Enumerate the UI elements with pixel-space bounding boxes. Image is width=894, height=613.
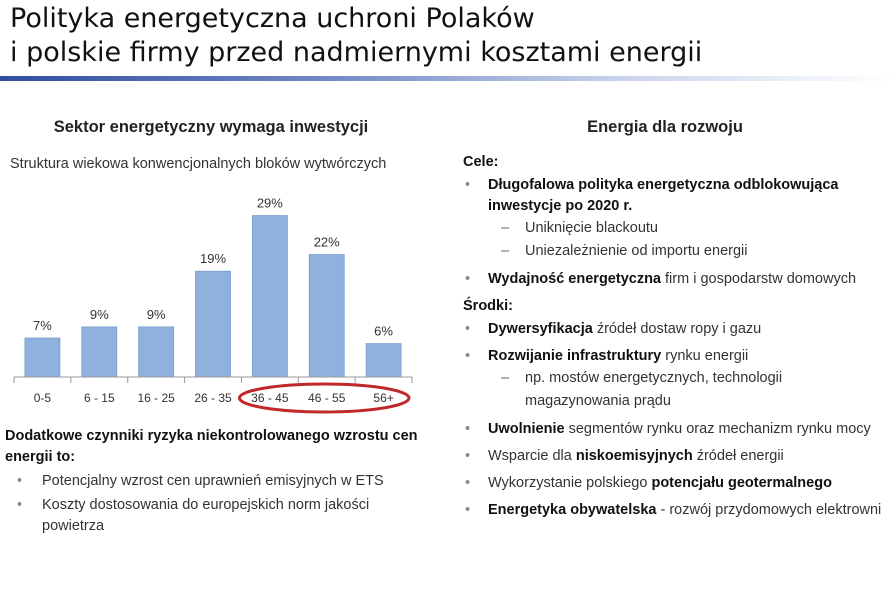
means-low-emission-pre: Wsparcie dla	[488, 448, 576, 464]
means-diversification-bold: Dywersyfikacja	[488, 321, 593, 337]
chart-bar-3	[195, 270, 231, 378]
chart-data-label-0: 7%	[33, 318, 52, 333]
chart-data-label-6: 6%	[374, 324, 393, 339]
means-infrastructure-text: rynku energii	[661, 348, 749, 364]
goal-long-term-policy-sublist: Uniknięcie blackoutu Uniezależnienie od …	[488, 217, 888, 263]
chart-tick-label-2: 16 - 25	[137, 391, 175, 405]
means-low-emission-bold: niskoemisyjnych	[575, 448, 693, 464]
chart-bar-5	[308, 254, 345, 378]
chart-bar-1	[81, 326, 118, 378]
chart-caption: Struktura wiekowa konwencjonalnych blokó…	[10, 156, 387, 172]
means-low-emission-text: źródeł energii	[692, 448, 784, 464]
slide-title-line-2: i polskie firmy przed nadmiernymi koszta…	[10, 37, 703, 68]
chart-tick-label-0: 0-5	[34, 391, 52, 405]
chart-data-label-1: 9%	[90, 307, 109, 322]
risk-item-air-quality: Koszty dostosowania do europejskich norm…	[5, 495, 425, 537]
goal-energy-efficiency: Wydajność energetyczna firm i gospodarst…	[463, 269, 888, 290]
chart-tick-label-4: 36 - 45	[251, 391, 289, 405]
chart-bar-4	[251, 215, 288, 378]
goal-long-term-policy-bold: Długofalowa polityka energetyczna odblok…	[488, 177, 839, 214]
chart-tick-label-5: 46 - 55	[308, 391, 346, 405]
means-diversification: Dywersyfikacja źródeł dostaw ropy i gazu	[463, 319, 888, 340]
risk-factors-title: Dodatkowe czynniki ryzyka niekontrolowan…	[5, 428, 418, 465]
age-structure-bar-chart: 7% 0-5 9% 6 - 15 9% 16 - 25 19% 26 - 35 29% 36 - …	[13, 196, 413, 414]
risk-factors-list: Potencjalny wzrost cen uprawnień emisyjn…	[5, 471, 425, 537]
chart-bar-2	[138, 326, 175, 378]
goals-label: Cele:	[463, 154, 499, 170]
means-citizen-energy-text: - rozwój przydomowych elektrowni	[656, 502, 882, 518]
chart-tick-label-3: 26 - 35	[194, 391, 232, 405]
slide-title-line-1: Polityka energetyczna uchroni Polaków	[10, 3, 535, 34]
sub-item-import-independence: Uniezależnienie od importu energii	[488, 240, 888, 263]
means-label: Środki:	[463, 298, 513, 314]
means-infrastructure-bold: Rozwijanie infrastruktury	[488, 348, 662, 364]
means-liberalization-bold: Uwolnienie	[488, 421, 565, 437]
means-geothermal-pre: Wykorzystanie polskiego	[488, 475, 652, 491]
chart-data-label-3: 19%	[200, 251, 226, 266]
sub-item-blackout: Uniknięcie blackoutu	[488, 217, 888, 240]
means-diversification-text: źródeł dostaw ropy i gazu	[592, 321, 762, 337]
means-low-emission: Wsparcie dla niskoemisyjnych źródeł ener…	[463, 446, 888, 467]
right-column: Cele: Długofalowa polityka energetyczna …	[463, 152, 888, 527]
goal-energy-efficiency-text: firm i gospodarstw domowych	[661, 271, 857, 287]
means-liberalization-text: segmentów rynku oraz mechanizm rynku moc…	[564, 421, 871, 437]
chart-data-label-5: 22%	[314, 235, 340, 250]
chart-tick-label-6: 56+	[373, 391, 393, 405]
sub-item-energy-bridges: np. mostów energetycznych, technologii m…	[488, 367, 888, 413]
chart-bar-0	[24, 337, 61, 378]
means-geothermal: Wykorzystanie polskiego potencjału geote…	[463, 473, 888, 494]
means-infrastructure: Rozwijanie infrastruktury rynku energii …	[463, 346, 888, 413]
risk-item-ets: Potencjalny wzrost cen uprawnień emisyjn…	[5, 471, 425, 492]
risk-factors-block: Dodatkowe czynniki ryzyka niekontrolowan…	[5, 426, 425, 540]
title-divider	[0, 76, 894, 81]
chart-tick-label-1: 6 - 15	[84, 391, 115, 405]
chart-data-label-4: 29%	[257, 196, 283, 211]
means-geothermal-bold: potencjału geotermalnego	[651, 475, 832, 491]
chart-bar-6	[365, 343, 402, 378]
right-section-heading: Energia dla rozwoju	[587, 118, 743, 136]
goals-list: Długofalowa polityka energetyczna odblok…	[463, 175, 888, 290]
means-list: Dywersyfikacja źródeł dostaw ropy i gazu…	[463, 319, 888, 521]
means-infrastructure-sublist: np. mostów energetycznych, technologii m…	[488, 367, 888, 413]
chart-highlight-ellipse	[237, 382, 411, 414]
left-section-heading: Sektor energetyczny wymaga inwestycji	[53, 118, 369, 136]
means-citizen-energy-bold: Energetyka obywatelska	[488, 502, 657, 518]
slide-title: Polityka energetyczna uchroni Polaków i …	[10, 2, 702, 70]
goal-energy-efficiency-bold: Wydajność energetyczna	[488, 271, 661, 287]
chart-data-label-2: 9%	[147, 307, 166, 322]
goal-long-term-policy: Długofalowa polityka energetyczna odblok…	[463, 175, 888, 263]
means-citizen-energy: Energetyka obywatelska - rozwój przydomo…	[463, 500, 888, 521]
means-liberalization: Uwolnienie segmentów rynku oraz mechaniz…	[463, 419, 888, 440]
